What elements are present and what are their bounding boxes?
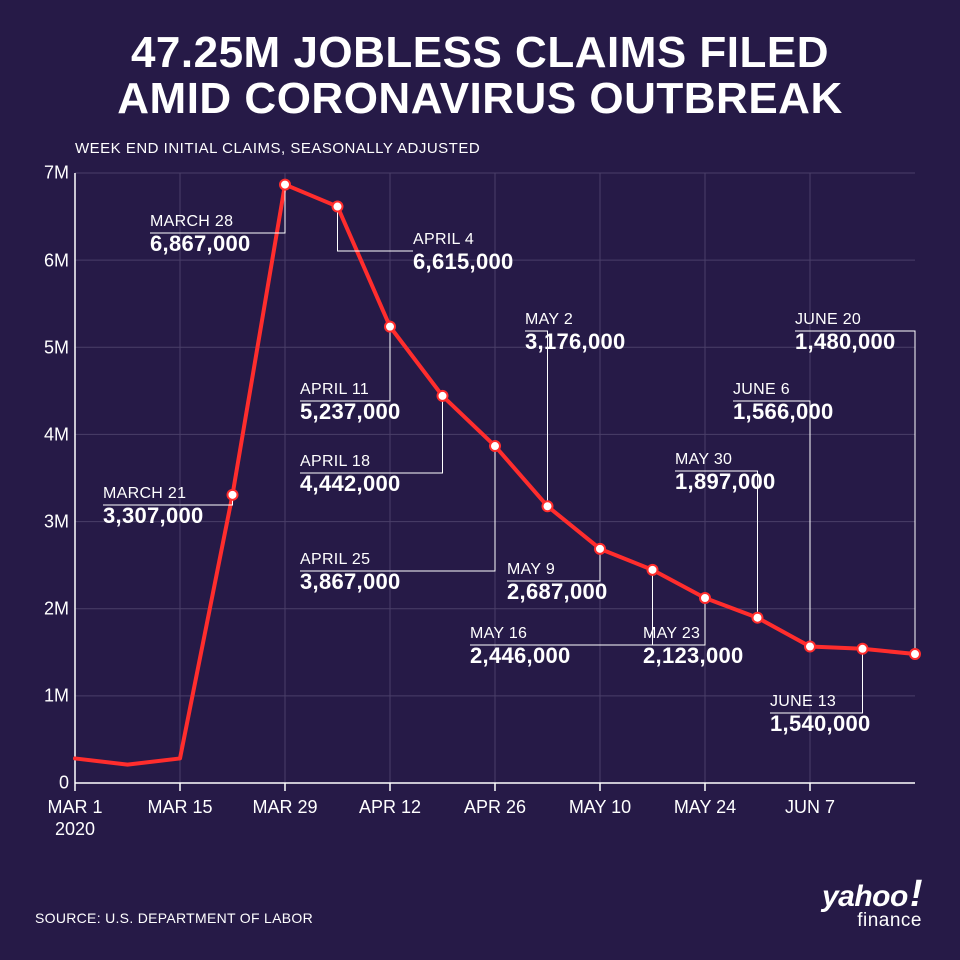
title-line-1: 47.25M JOBLESS CLAIMS FILED xyxy=(131,28,829,77)
data-callout: MAY 301,897,000 xyxy=(675,451,776,495)
x-axis-label: MAR 15 xyxy=(147,797,212,818)
callout-date: APRIL 25 xyxy=(300,551,401,569)
page-title: 47.25M JOBLESS CLAIMS FILED AMID CORONAV… xyxy=(35,30,925,122)
y-axis-label: 1M xyxy=(35,686,69,707)
data-callout: APRIL 115,237,000 xyxy=(300,381,401,425)
callout-date: MAY 23 xyxy=(643,625,744,643)
x-axis-label: MAR 1 xyxy=(47,797,102,818)
y-axis-label: 0 xyxy=(35,773,69,794)
callout-value: 3,307,000 xyxy=(103,503,204,529)
data-callout: JUNE 61,566,000 xyxy=(733,381,834,425)
callout-value: 5,237,000 xyxy=(300,399,401,425)
callout-value: 3,176,000 xyxy=(525,329,626,355)
data-callout: MAY 162,446,000 xyxy=(470,625,571,669)
x-axis-label: APR 26 xyxy=(464,797,526,818)
callout-value: 2,687,000 xyxy=(507,579,608,605)
callout-date: JUNE 6 xyxy=(733,381,834,399)
callout-date: APRIL 18 xyxy=(300,453,401,471)
data-callout: JUNE 201,480,000 xyxy=(795,311,896,355)
callout-date: APRIL 11 xyxy=(300,381,401,399)
data-callout: MAY 92,687,000 xyxy=(507,561,608,605)
y-axis-label: 2M xyxy=(35,599,69,620)
x-axis-label: MAR 29 xyxy=(252,797,317,818)
y-axis-label: 7M xyxy=(35,163,69,184)
data-callout: MAY 232,123,000 xyxy=(643,625,744,669)
data-callout: APRIL 184,442,000 xyxy=(300,453,401,497)
callout-date: MARCH 21 xyxy=(103,485,204,503)
chart-subtitle: WEEK END INITIAL CLAIMS, SEASONALLY ADJU… xyxy=(75,140,925,157)
y-axis-label: 4M xyxy=(35,424,69,445)
callout-date: JUNE 20 xyxy=(795,311,896,329)
callout-date: MAY 16 xyxy=(470,625,571,643)
data-callout: APRIL 253,867,000 xyxy=(300,551,401,595)
x-axis-label: MAY 10 xyxy=(569,797,631,818)
data-callout: JUNE 131,540,000 xyxy=(770,693,871,737)
data-callout: MARCH 286,867,000 xyxy=(150,213,251,257)
callout-value: 3,867,000 xyxy=(300,569,401,595)
data-callout: MAY 23,176,000 xyxy=(525,311,626,355)
title-line-2: AMID CORONAVIRUS OUTBREAK xyxy=(117,74,842,123)
callout-value: 1,540,000 xyxy=(770,711,871,737)
y-axis-label: 5M xyxy=(35,337,69,358)
x-axis-label: APR 12 xyxy=(359,797,421,818)
source-text: SOURCE: U.S. DEPARTMENT OF LABOR xyxy=(35,910,313,926)
callout-value: 1,897,000 xyxy=(675,469,776,495)
data-callout: MARCH 213,307,000 xyxy=(103,485,204,529)
x-axis-year: 2020 xyxy=(55,819,95,840)
callout-value: 1,566,000 xyxy=(733,399,834,425)
callout-value: 6,867,000 xyxy=(150,231,251,257)
x-axis-label: JUN 7 xyxy=(785,797,835,818)
callout-date: MAY 2 xyxy=(525,311,626,329)
y-axis-label: 3M xyxy=(35,511,69,532)
yahoo-finance-logo: yahoo ! finance xyxy=(822,873,922,932)
callout-value: 2,123,000 xyxy=(643,643,744,669)
callout-value: 6,615,000 xyxy=(413,249,514,275)
callout-value: 2,446,000 xyxy=(470,643,571,669)
chart-area: 0 1M 2M 3M 4M 5M 6M 7M MAR 1 MAR 15 MAR 29 APR 12 AP… xyxy=(35,163,925,843)
callout-date: APRIL 4 xyxy=(413,231,514,249)
callout-value: 4,442,000 xyxy=(300,471,401,497)
callout-date: JUNE 13 xyxy=(770,693,871,711)
callout-date: MARCH 28 xyxy=(150,213,251,231)
y-axis-label: 6M xyxy=(35,250,69,271)
logo-brand: yahoo xyxy=(822,880,908,914)
callout-date: MAY 9 xyxy=(507,561,608,579)
x-axis-label: MAY 24 xyxy=(674,797,736,818)
data-callout: APRIL 46,615,000 xyxy=(413,231,514,275)
callout-date: MAY 30 xyxy=(675,451,776,469)
callout-value: 1,480,000 xyxy=(795,329,896,355)
